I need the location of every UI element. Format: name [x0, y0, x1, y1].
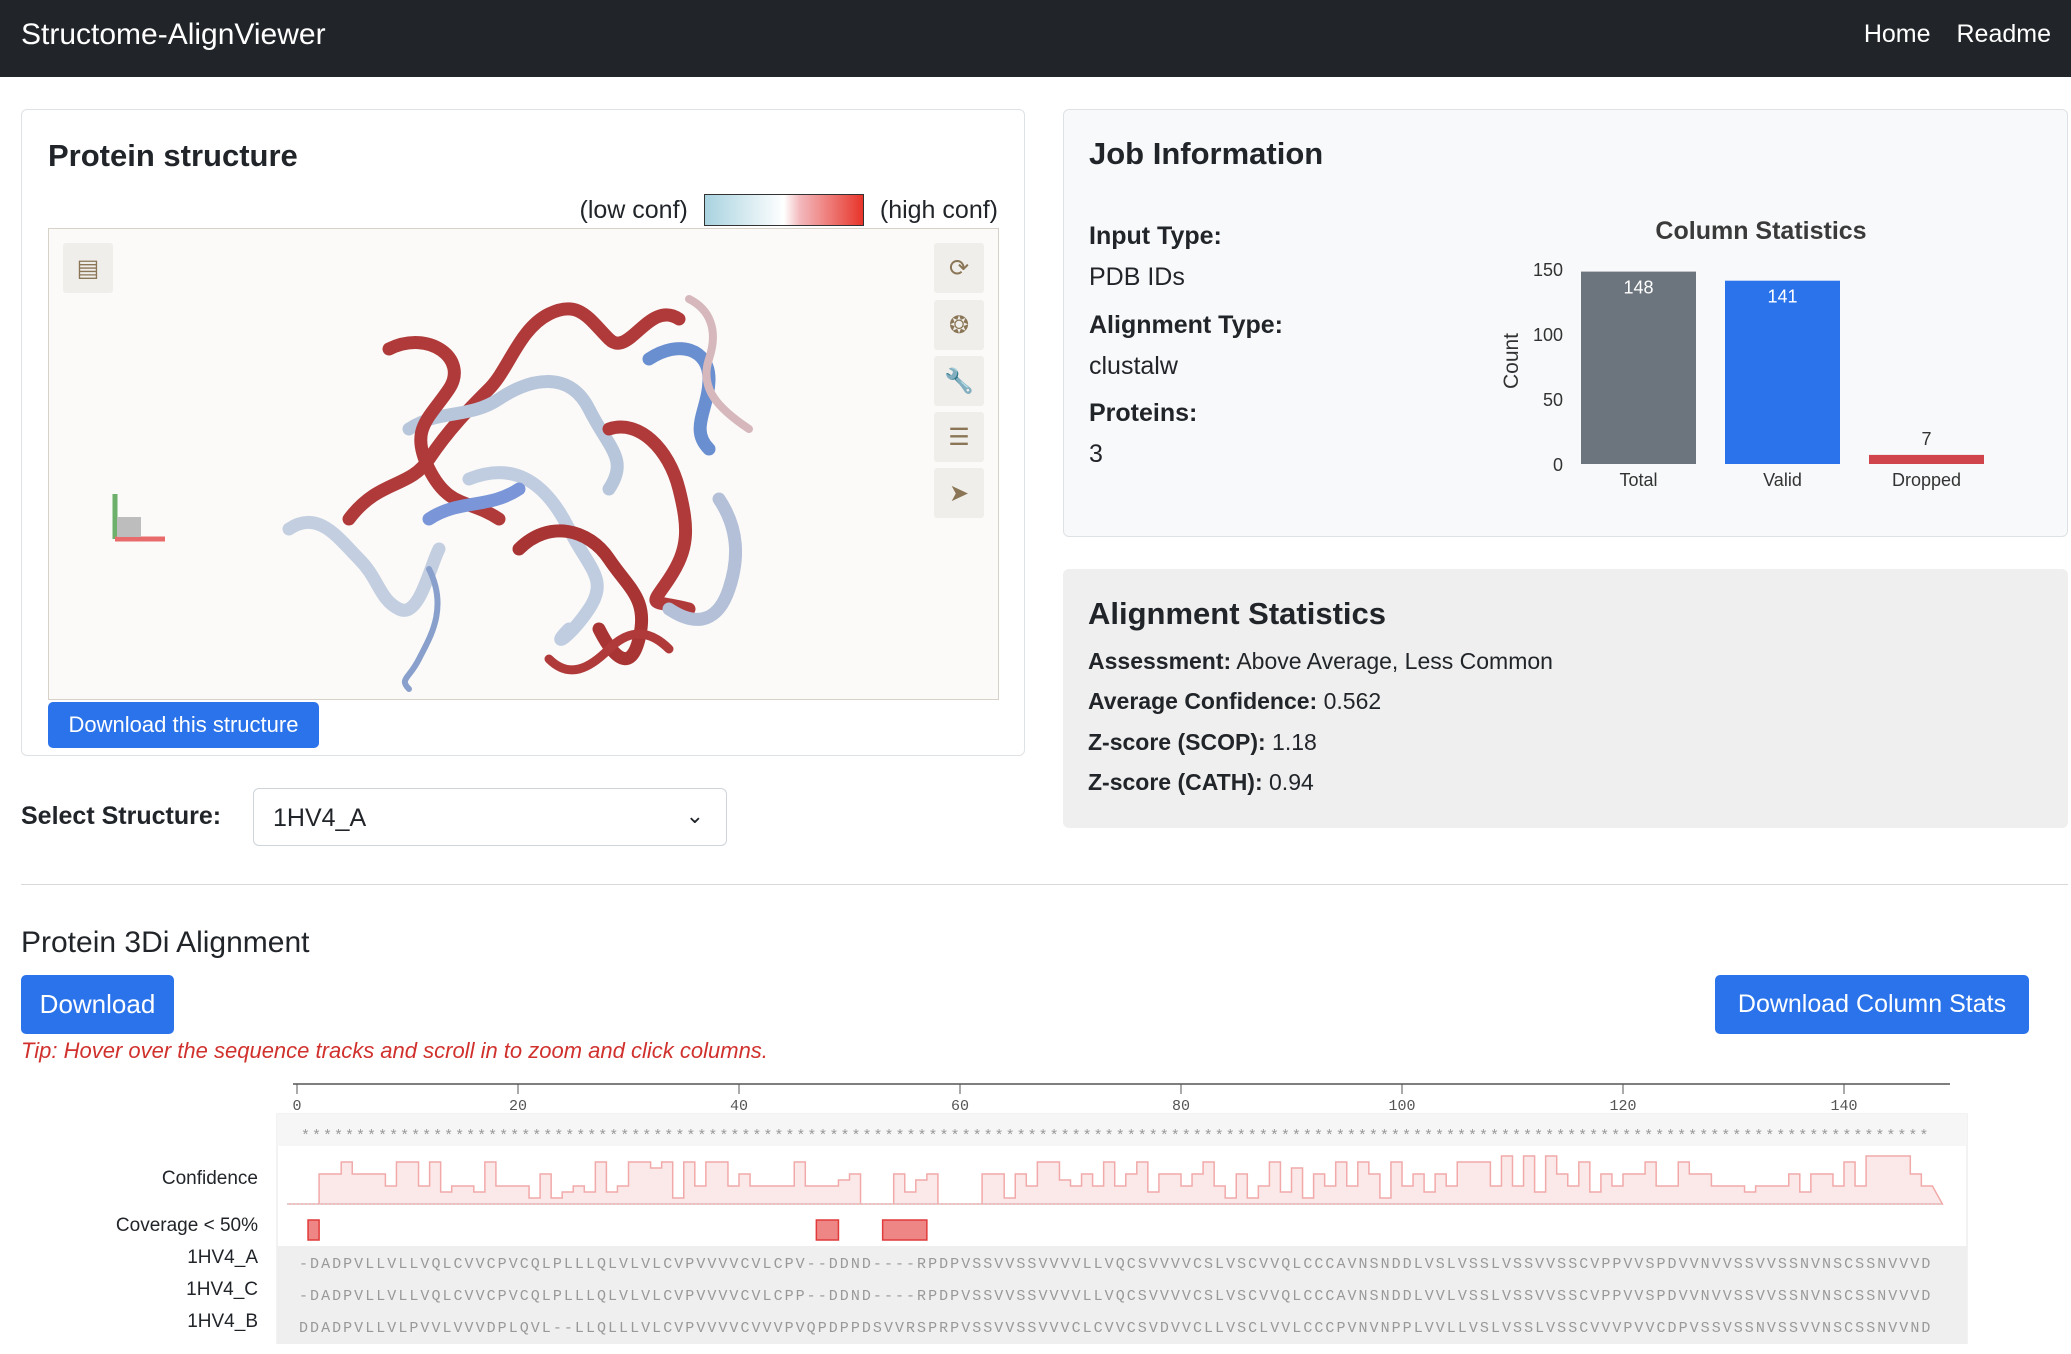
bar-value-label: 148 [1623, 278, 1653, 298]
alignment-viewer[interactable]: 0 20 40 60 80 100 120 140**********************… [270, 1074, 1970, 1344]
bar-value-label: 7 [1921, 429, 1931, 449]
aperture-icon[interactable]: ❂ [934, 300, 984, 350]
nav-readme[interactable]: Readme [1956, 20, 2052, 48]
alignment-statistics-card: Alignment Statistics Assessment: Above A… [1063, 569, 2068, 828]
ruler-tick-label: 140 [1830, 1098, 1857, 1115]
seq-label-2: 1HV4_B [187, 1311, 258, 1332]
download-column-stats-button[interactable]: Download Column Stats [1715, 975, 2029, 1034]
high-conf-label: (high conf) [879, 195, 998, 224]
bar-total [1581, 271, 1696, 464]
ruler-tick-label: 0 [292, 1098, 301, 1115]
x-tick-label: Dropped [1892, 470, 1961, 490]
rotate-icon[interactable]: ⟳ [934, 243, 984, 293]
axes-gizmo [112, 494, 165, 542]
seq-label-1: 1HV4_C [186, 1279, 258, 1300]
camera-movie-icon[interactable]: ▤ [63, 243, 113, 293]
field-proteins: Proteins: 3 [1089, 399, 1198, 468]
color-gradient [703, 194, 864, 226]
low-coverage-region[interactable] [815, 1219, 840, 1241]
alignment-title: Protein 3Di Alignment [21, 926, 310, 959]
confidence-colorbar: (low conf) (high conf) [579, 194, 998, 226]
download-alignment-button[interactable]: Download [21, 975, 174, 1034]
wrench-icon[interactable]: 🔧 [934, 356, 984, 406]
conservation-track [277, 1114, 1967, 1146]
card-title: Job Information [1089, 136, 1324, 171]
protein-structure-card: Protein structure (low conf) (high conf)… [21, 109, 1025, 756]
x-tick-label: Total [1619, 470, 1657, 490]
ruler-tick-label: 100 [1388, 1098, 1415, 1115]
ruler-tick-label: 40 [730, 1098, 748, 1115]
seq-label-0: 1HV4_A [187, 1247, 258, 1268]
low-conf-label: (low conf) [579, 195, 688, 224]
bar-value-label: 141 [1767, 287, 1797, 307]
y-tick-label: 100 [1533, 325, 1563, 345]
stat-zscore-scop: Z-score (SCOP): 1.18 [1088, 729, 1317, 755]
bar-dropped [1869, 454, 1984, 464]
column-statistics-chart: Column Statistics 0 50 100 150 Count 148 Total 1… [1500, 217, 1984, 490]
confidence-track [287, 1155, 1944, 1205]
chart-title: Column Statistics [1655, 217, 1866, 245]
low-coverage-region[interactable] [307, 1219, 320, 1241]
structure-select[interactable]: 1HV4_A ⌄ [253, 788, 727, 846]
download-structure-button[interactable]: Download this structure [48, 702, 319, 748]
job-information-card: Job Information Input Type: PDB IDs Align… [1063, 109, 2068, 537]
tip-text: Tip: Hover over the sequence tracks and … [21, 1038, 768, 1063]
pointer-icon[interactable]: ➤ [934, 468, 984, 518]
ruler-tick-label: 60 [951, 1098, 969, 1115]
navbar: Structome-AlignViewer Home Readme [0, 0, 2071, 77]
low-coverage-region[interactable] [881, 1219, 928, 1241]
card-title: Protein structure [48, 138, 298, 173]
protein-ribbon [112, 295, 753, 692]
coverage-track-label: Coverage < 50% [115, 1215, 258, 1236]
stat-assessment: Assessment: Above Average, Less Common [1088, 648, 1553, 674]
field-input-type: Input Type: PDB IDs [1089, 222, 1222, 291]
chevron-down-icon: ⌄ [685, 803, 704, 828]
y-tick-label: 0 [1553, 455, 1563, 475]
sequence-track-bg [277, 1246, 1967, 1344]
divider [21, 884, 2068, 885]
x-tick-label: Valid [1763, 470, 1802, 490]
molecule-viewer[interactable]: ▤ ⟳ ❂ 🔧 ☰ ➤ [48, 228, 999, 700]
nav-home[interactable]: Home [1863, 20, 1931, 48]
ruler-tick-label: 20 [509, 1098, 527, 1115]
stat-zscore-cath: Z-score (CATH): 0.94 [1088, 769, 1314, 795]
select-structure-label: Select Structure: [21, 802, 222, 830]
select-value: 1HV4_A [273, 804, 367, 832]
field-alignment-type: Alignment Type: clustalw [1089, 311, 1283, 380]
ruler-tick-label: 80 [1172, 1098, 1190, 1115]
bar-valid [1725, 280, 1840, 464]
y-axis-label: Count [1500, 333, 1523, 389]
ruler-tick-label: 120 [1609, 1098, 1636, 1115]
stat-average-confidence: Average Confidence: 0.562 [1088, 688, 1382, 714]
brand[interactable]: Structome-AlignViewer [21, 18, 326, 51]
card-title: Alignment Statistics [1088, 596, 1386, 631]
sliders-icon[interactable]: ☰ [934, 412, 984, 462]
y-tick-label: 150 [1533, 260, 1563, 280]
y-tick-label: 50 [1543, 390, 1563, 410]
confidence-track-label: Confidence [161, 1168, 258, 1189]
